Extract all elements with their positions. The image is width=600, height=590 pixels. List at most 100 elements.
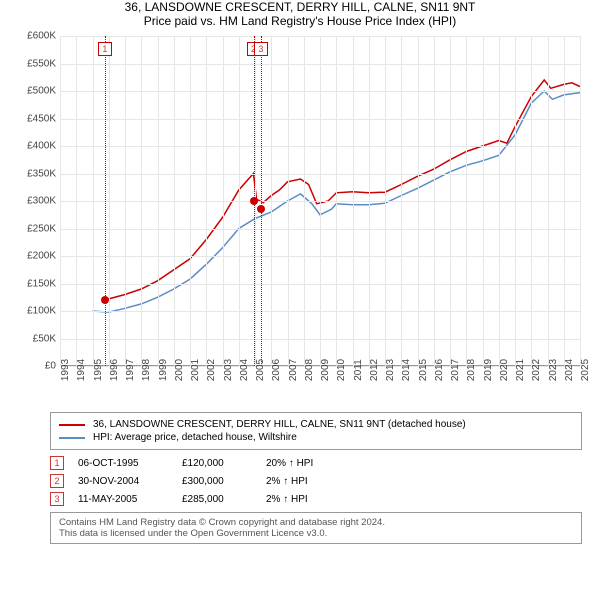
series-line (106, 80, 581, 300)
x-tick-label: 2020 (499, 359, 510, 381)
legend-item: HPI: Average price, detached house, Wilt… (59, 432, 573, 443)
gridline-v (206, 36, 207, 366)
gridline-v (434, 36, 435, 366)
y-tick-label: £0 (45, 361, 56, 372)
transaction-index-box: 2 (50, 474, 64, 488)
legend-swatch (59, 424, 85, 426)
gridline-v (60, 36, 61, 366)
gridline-v (109, 36, 110, 366)
sale-marker-line (105, 36, 106, 366)
y-tick-label: £150K (27, 278, 56, 289)
gridline-v (385, 36, 386, 366)
gridline-v (548, 36, 549, 366)
x-tick-label: 2004 (239, 359, 250, 381)
x-tick-label: 1994 (76, 359, 87, 381)
y-tick-label: £500K (27, 86, 56, 97)
y-tick-label: £550K (27, 58, 56, 69)
chart-title-line1: 36, LANSDOWNE CRESCENT, DERRY HILL, CALN… (0, 0, 600, 14)
x-tick-label: 2003 (223, 359, 234, 381)
transaction-row: 1 06-OCT-1995 £120,000 20% ↑ HPI (50, 456, 582, 470)
sale-marker-dot (257, 205, 265, 213)
gridline-v (125, 36, 126, 366)
x-tick-label: 2009 (320, 359, 331, 381)
y-tick-label: £400K (27, 141, 56, 152)
gridline-v (223, 36, 224, 366)
x-tick-label: 2022 (531, 359, 542, 381)
gridline-v (76, 36, 77, 366)
y-tick-label: £450K (27, 113, 56, 124)
y-tick-label: £50K (33, 333, 56, 344)
gridline-v (418, 36, 419, 366)
transaction-delta: 2% ↑ HPI (266, 476, 308, 487)
gridline-v (515, 36, 516, 366)
transaction-date: 06-OCT-1995 (78, 458, 168, 469)
x-tick-label: 2012 (369, 359, 380, 381)
attribution-line: This data is licensed under the Open Gov… (59, 528, 573, 539)
x-tick-label: 2025 (580, 359, 591, 381)
gridline-v (483, 36, 484, 366)
transaction-price: £120,000 (182, 458, 252, 469)
x-tick-label: 2023 (548, 359, 559, 381)
y-tick-label: £350K (27, 168, 56, 179)
x-tick-label: 2019 (483, 359, 494, 381)
gridline-v (320, 36, 321, 366)
legend: 36, LANSDOWNE CRESCENT, DERRY HILL, CALN… (50, 412, 582, 450)
transaction-delta: 20% ↑ HPI (266, 458, 313, 469)
gridline-v (336, 36, 337, 366)
x-tick-label: 2018 (466, 359, 477, 381)
transaction-index-box: 1 (50, 456, 64, 470)
gridline-v (531, 36, 532, 366)
x-tick-label: 2011 (353, 359, 364, 381)
x-tick-label: 2013 (385, 359, 396, 381)
gridline-v (288, 36, 289, 366)
x-tick-label: 2024 (564, 359, 575, 381)
transaction-index-box: 3 (50, 492, 64, 506)
x-tick-label: 2010 (336, 359, 347, 381)
legend-item: 36, LANSDOWNE CRESCENT, DERRY HILL, CALN… (59, 419, 573, 430)
legend-label: 36, LANSDOWNE CRESCENT, DERRY HILL, CALN… (93, 419, 466, 430)
x-tick-label: 2000 (174, 359, 185, 381)
gridline-v (466, 36, 467, 366)
x-tick-label: 2021 (515, 359, 526, 381)
x-tick-label: 2002 (206, 359, 217, 381)
gridline-v (450, 36, 451, 366)
gridline-v (93, 36, 94, 366)
gridline-v (499, 36, 500, 366)
x-tick-label: 2015 (418, 359, 429, 381)
gridline-v (141, 36, 142, 366)
transaction-row: 2 30-NOV-2004 £300,000 2% ↑ HPI (50, 474, 582, 488)
y-tick-label: £200K (27, 251, 56, 262)
transaction-price: £285,000 (182, 494, 252, 505)
sale-marker-dot (250, 197, 258, 205)
transaction-date: 30-NOV-2004 (78, 476, 168, 487)
y-tick-label: £100K (27, 306, 56, 317)
x-tick-label: 2017 (450, 359, 461, 381)
transaction-delta: 2% ↑ HPI (266, 494, 308, 505)
attribution: Contains HM Land Registry data © Crown c… (50, 512, 582, 544)
attribution-line: Contains HM Land Registry data © Crown c… (59, 517, 573, 528)
sale-marker-box: 3 (254, 42, 268, 56)
x-tick-label: 2008 (304, 359, 315, 381)
gridline-v (580, 36, 581, 366)
gridline-v (564, 36, 565, 366)
transaction-price: £300,000 (182, 476, 252, 487)
x-tick-label: 1998 (141, 359, 152, 381)
transactions-table: 1 06-OCT-1995 £120,000 20% ↑ HPI 2 30-NOV-200… (50, 456, 582, 506)
y-tick-label: £600K (27, 31, 56, 42)
x-tick-label: 2016 (434, 359, 445, 381)
x-tick-label: 1995 (93, 359, 104, 381)
x-tick-label: 2001 (190, 359, 201, 381)
x-tick-label: 2007 (288, 359, 299, 381)
gridline-v (369, 36, 370, 366)
x-tick-label: 2006 (271, 359, 282, 381)
transaction-date: 11-MAY-2005 (78, 494, 168, 505)
x-tick-label: 1993 (60, 359, 71, 381)
y-tick-label: £300K (27, 196, 56, 207)
legend-label: HPI: Average price, detached house, Wilt… (93, 432, 297, 443)
gridline-v (353, 36, 354, 366)
sale-marker-line (261, 36, 262, 366)
gridline-v (174, 36, 175, 366)
gridline-v (190, 36, 191, 366)
sale-marker-box: 1 (98, 42, 112, 56)
sale-marker-dot (101, 296, 109, 304)
